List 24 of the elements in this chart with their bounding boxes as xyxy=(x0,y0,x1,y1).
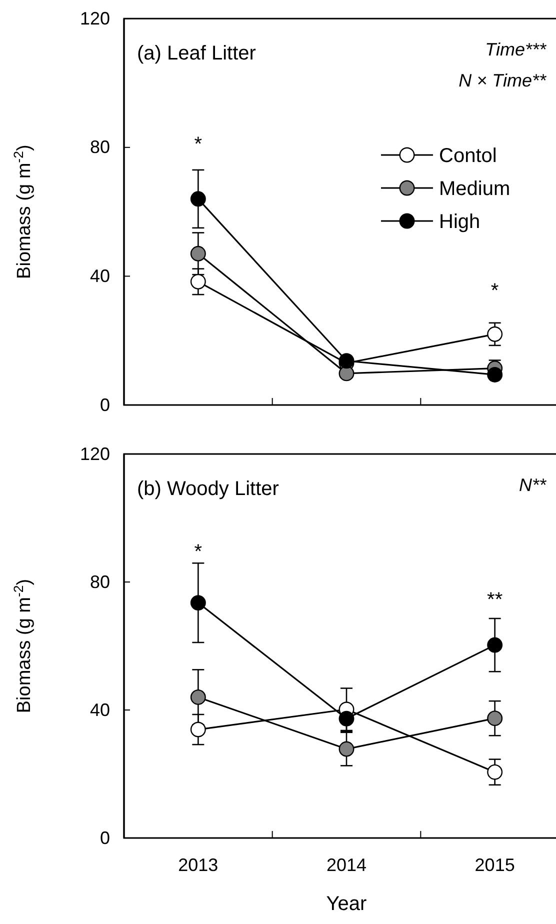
annotation: N × Time** xyxy=(458,70,547,91)
x-tick-label: 2015 xyxy=(474,855,515,875)
legend-label: High xyxy=(439,211,480,233)
y-tick-label: 0 xyxy=(100,394,110,415)
annotation: N** xyxy=(518,475,547,495)
text: (b) Woody Litter xyxy=(137,478,280,500)
annotation: Time*** xyxy=(485,40,547,60)
y-tick-label: 40 xyxy=(90,266,110,286)
annotation: * xyxy=(194,133,202,156)
annotation: * xyxy=(194,540,202,563)
annotation: ** xyxy=(487,588,503,611)
y-tick-label: 80 xyxy=(90,572,110,592)
y-tick-label: 0 xyxy=(100,828,110,848)
annotation: * xyxy=(490,280,499,302)
y-tick-label: 40 xyxy=(90,700,110,720)
x-axis-title: Year xyxy=(326,893,368,915)
y-tick-label: 120 xyxy=(80,8,110,28)
x-tick-label: 2014 xyxy=(326,855,367,875)
legend-label: Contol xyxy=(439,145,497,167)
legend-label: Medium xyxy=(439,178,510,200)
text: (a) Leaf Litter xyxy=(137,42,256,65)
y-tick-label: 120 xyxy=(80,444,110,464)
x-tick-label: 2013 xyxy=(178,855,218,875)
y-tick-label: 80 xyxy=(90,137,110,158)
